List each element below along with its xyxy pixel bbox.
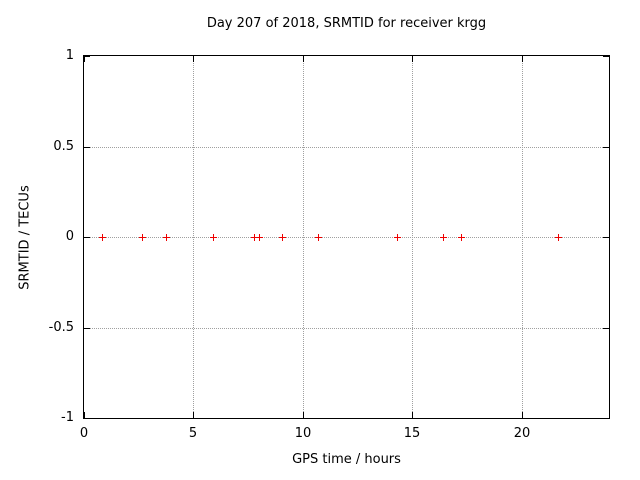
marker-vertical-arm	[318, 234, 319, 241]
y-tick-label: 0.5	[53, 139, 74, 154]
x-tick-label: 5	[188, 426, 198, 441]
marker-vertical-arm	[282, 234, 283, 241]
data-point-marker	[279, 234, 286, 241]
x-tick-top	[522, 56, 523, 62]
gridline-horizontal	[84, 328, 609, 329]
x-tick-bottom	[303, 412, 304, 418]
data-point-marker	[99, 234, 106, 241]
y-tick-left	[84, 328, 90, 329]
x-tick-bottom	[522, 412, 523, 418]
marker-vertical-arm	[142, 234, 143, 241]
marker-vertical-arm	[254, 234, 255, 241]
x-tick-bottom	[412, 412, 413, 418]
x-tick-top	[193, 56, 194, 62]
y-tick-right	[603, 237, 609, 238]
data-point-marker	[256, 234, 263, 241]
y-tick-label: 0	[65, 229, 74, 244]
x-tick-top	[412, 56, 413, 62]
y-tick-right	[603, 328, 609, 329]
data-point-marker	[394, 234, 401, 241]
x-tick-top	[303, 56, 304, 62]
marker-vertical-arm	[166, 234, 167, 241]
x-axis-label: GPS time / hours	[292, 452, 401, 467]
x-tick-label: 0	[79, 426, 89, 441]
y-tick-label: -1	[61, 410, 74, 425]
gridline-horizontal	[84, 237, 609, 238]
x-tick-label: 10	[294, 426, 312, 441]
marker-vertical-arm	[558, 234, 559, 241]
gridline-horizontal	[84, 147, 609, 148]
data-point-marker	[139, 234, 146, 241]
data-point-marker	[458, 234, 465, 241]
y-tick-right	[603, 147, 609, 148]
data-point-marker	[251, 234, 258, 241]
y-tick-right	[603, 56, 609, 57]
y-tick-label: 1	[65, 48, 74, 63]
data-point-marker	[555, 234, 562, 241]
data-point-marker	[440, 234, 447, 241]
marker-vertical-arm	[461, 234, 462, 241]
x-tick-top	[84, 56, 85, 62]
y-tick-left	[84, 418, 90, 419]
marker-vertical-arm	[102, 234, 103, 241]
marker-vertical-arm	[259, 234, 260, 241]
plot-area	[83, 55, 610, 419]
x-tick-label: 15	[403, 426, 421, 441]
data-point-marker	[210, 234, 217, 241]
chart-title: Day 207 of 2018, SRMTID for receiver krg…	[206, 16, 487, 31]
x-tick-label: 20	[513, 426, 531, 441]
x-tick-bottom	[84, 412, 85, 418]
y-tick-right	[603, 418, 609, 419]
marker-vertical-arm	[213, 234, 214, 241]
y-tick-left	[84, 147, 90, 148]
y-tick-left	[84, 237, 90, 238]
y-tick-label: -0.5	[48, 320, 74, 335]
y-tick-left	[84, 56, 90, 57]
x-tick-bottom	[193, 412, 194, 418]
marker-vertical-arm	[443, 234, 444, 241]
marker-vertical-arm	[397, 234, 398, 241]
data-point-marker	[163, 234, 170, 241]
data-point-marker	[315, 234, 322, 241]
